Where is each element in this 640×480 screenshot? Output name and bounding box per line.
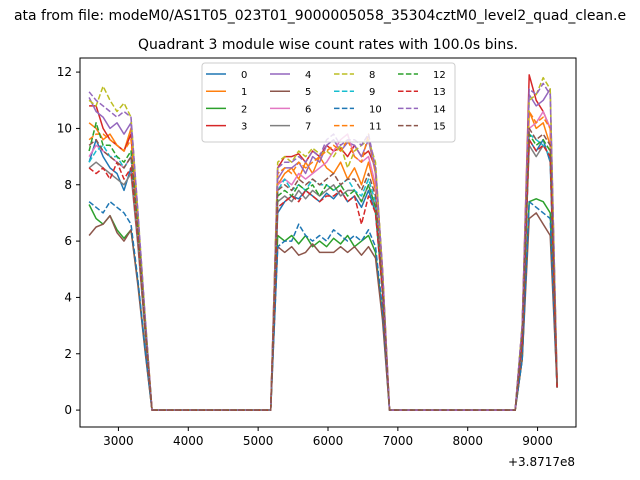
legend-label-9: 9 — [369, 87, 375, 98]
legend-label-8: 8 — [369, 70, 375, 81]
x-axis: 3000 4000 5000 6000 7000 8000 9000 — [103, 427, 553, 448]
legend-label-7: 7 — [305, 122, 311, 133]
series-line-1 — [88, 110, 558, 411]
x-axis-offset-label: +3.8717e8 — [508, 455, 575, 469]
series-line-10 — [88, 200, 558, 411]
legend-box — [201, 62, 456, 143]
series-line-6 — [88, 110, 558, 411]
legend-label-12: 12 — [433, 70, 446, 81]
x-tick-label: 4000 — [173, 434, 204, 448]
series-line-5 — [88, 212, 558, 411]
legend-label-5: 5 — [305, 87, 311, 98]
x-tick-label: 5000 — [243, 434, 274, 448]
legend-label-3: 3 — [241, 122, 247, 133]
legend-label-2: 2 — [241, 104, 247, 115]
legend-label-15: 15 — [433, 122, 446, 133]
legend-label-13: 13 — [433, 87, 446, 98]
x-tick-label: 8000 — [452, 434, 483, 448]
legend-label-14: 14 — [433, 104, 446, 115]
series-line-14 — [88, 82, 558, 411]
figure-suptitle: ata from file: modeM0/AS1T05_023T01_9000… — [14, 8, 626, 24]
y-tick-label: 8 — [64, 178, 72, 192]
legend-label-1: 1 — [241, 87, 247, 98]
x-tick-label: 6000 — [313, 434, 344, 448]
series-line-9 — [88, 133, 558, 411]
x-tick-label: 7000 — [383, 434, 414, 448]
legend-label-10: 10 — [369, 104, 382, 115]
series-line-0 — [88, 138, 558, 411]
y-axis: 0 2 4 6 8 10 12 — [57, 65, 80, 417]
y-tick-label: 12 — [57, 65, 72, 79]
chart-title: Quadrant 3 module wise count rates with … — [138, 37, 518, 53]
legend-label-0: 0 — [241, 70, 247, 81]
y-tick-label: 10 — [57, 121, 72, 135]
plot-lines — [88, 74, 558, 411]
legend-label-4: 4 — [305, 70, 311, 81]
series-line-11 — [88, 110, 558, 411]
y-tick-label: 4 — [64, 290, 72, 304]
legend-label-11: 11 — [369, 122, 382, 133]
series-line-15 — [88, 127, 558, 411]
series-line-13 — [88, 138, 558, 411]
x-tick-label: 3000 — [103, 434, 134, 448]
x-tick-label: 9000 — [522, 434, 553, 448]
series-line-2 — [88, 198, 558, 411]
y-tick-label: 0 — [64, 403, 72, 417]
y-tick-label: 2 — [64, 347, 72, 361]
legend-label-6: 6 — [305, 104, 311, 115]
y-tick-label: 6 — [64, 234, 72, 248]
